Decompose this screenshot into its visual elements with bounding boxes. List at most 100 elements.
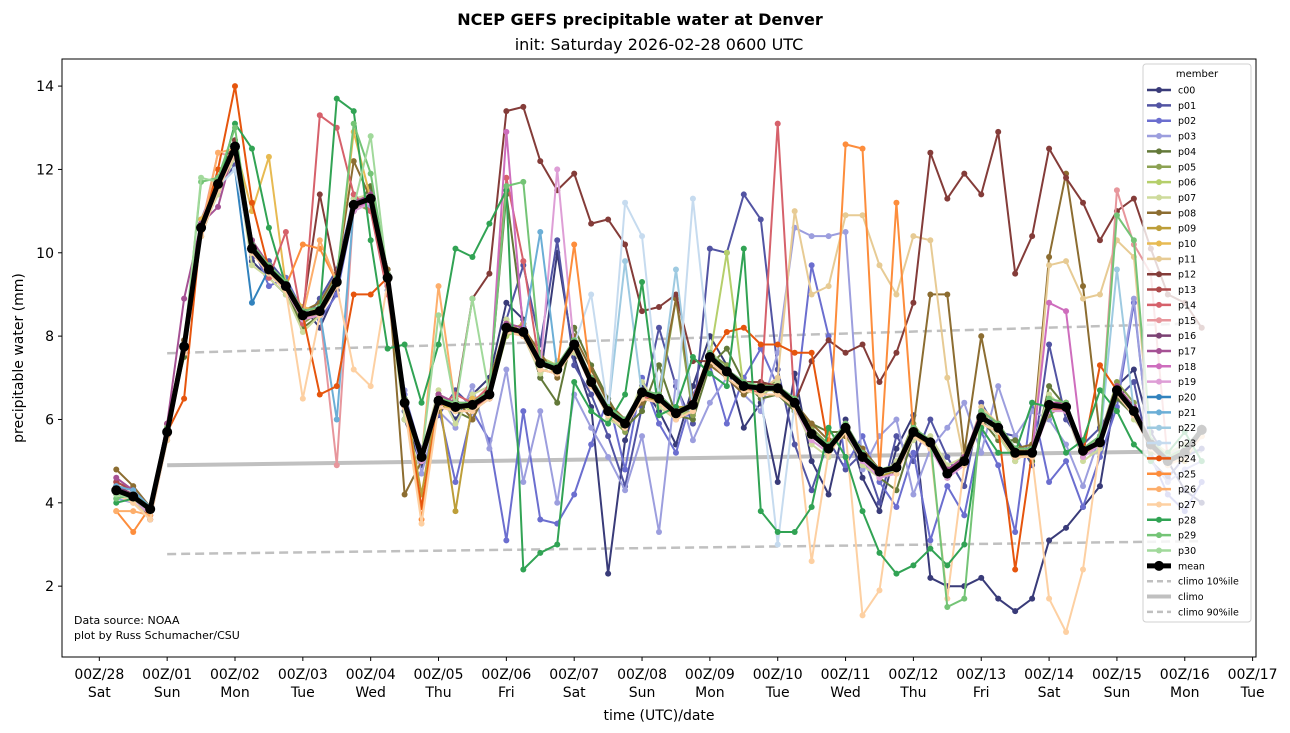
mean-point xyxy=(840,422,851,433)
mean-point xyxy=(857,451,868,462)
mean-point xyxy=(433,395,444,406)
mean-point xyxy=(908,426,919,437)
member-point xyxy=(1113,187,1120,194)
member-point xyxy=(656,412,662,419)
legend-marker xyxy=(1156,363,1162,370)
member-point xyxy=(656,362,662,369)
legend-label: p14 xyxy=(1178,300,1196,311)
mean-point xyxy=(246,243,257,254)
member-point xyxy=(605,570,612,577)
member-point xyxy=(299,241,306,248)
member-point xyxy=(995,128,1002,135)
mean-series xyxy=(111,141,1207,515)
member-point xyxy=(978,449,985,456)
axes-frame xyxy=(61,58,1257,658)
member-point xyxy=(622,241,629,248)
y-tick-label: 10 xyxy=(36,246,54,262)
member-point xyxy=(299,328,306,335)
member-point xyxy=(418,520,425,527)
member-point xyxy=(622,437,629,444)
member-point xyxy=(520,178,527,185)
x-axis: 00Z/28 Sat 00Z/01 Sun 00Z/02 Mon 00Z/03 Tue 00Z/… xyxy=(74,657,1278,701)
member-point xyxy=(350,158,357,165)
mean-point xyxy=(925,437,936,448)
member-point xyxy=(808,458,815,465)
member-point xyxy=(893,433,900,440)
x-tick-day-label: Thu xyxy=(424,685,451,701)
member-point xyxy=(910,562,917,569)
legend-marker xyxy=(1156,347,1162,354)
member-point xyxy=(622,258,629,265)
legend-item-p20: p20 xyxy=(1147,393,1196,404)
member-point xyxy=(842,453,849,460)
legend-label: p16 xyxy=(1178,331,1196,342)
mean-point xyxy=(1078,445,1089,456)
member-point xyxy=(639,433,646,440)
member-point xyxy=(588,424,595,431)
member-point xyxy=(1046,537,1053,544)
member-line xyxy=(116,97,1203,575)
member-point xyxy=(503,537,510,544)
legend-item-p13: p13 xyxy=(1147,285,1196,296)
member-point xyxy=(1130,237,1137,244)
mean-point xyxy=(806,429,817,440)
member-point xyxy=(418,399,425,406)
member-point xyxy=(571,241,578,248)
x-tick-day-label: Sun xyxy=(154,685,181,701)
member-point xyxy=(740,245,747,252)
member-point xyxy=(1096,387,1103,394)
member-point xyxy=(181,395,188,402)
legend-label: p05 xyxy=(1178,162,1196,173)
member-point xyxy=(367,291,374,298)
member-point xyxy=(944,374,951,381)
member-point xyxy=(1113,378,1120,385)
legend-item-p07: p07 xyxy=(1147,193,1196,204)
member-point xyxy=(859,508,866,515)
legend-label: p27 xyxy=(1178,500,1196,511)
legend-marker xyxy=(1156,209,1162,216)
member-point xyxy=(316,391,323,398)
legend-marker xyxy=(1154,560,1164,571)
member-point xyxy=(825,283,832,290)
member-point xyxy=(1012,566,1019,573)
member-point xyxy=(978,333,985,340)
member-point xyxy=(622,199,629,206)
member-point xyxy=(1046,391,1053,398)
member-point xyxy=(808,291,815,298)
mean-point xyxy=(331,276,342,287)
member-point xyxy=(333,383,340,390)
legend-marker xyxy=(1156,163,1162,170)
member-point xyxy=(350,120,357,127)
legend-item-p14: p14 xyxy=(1147,300,1196,311)
member-point xyxy=(842,212,849,219)
member-point xyxy=(774,120,781,127)
chart-subtitle: init: Saturday 2026-02-28 0600 UTC xyxy=(515,35,804,54)
member-point xyxy=(1046,341,1053,348)
member-point xyxy=(113,478,120,485)
member-point xyxy=(961,541,968,548)
mean-point xyxy=(314,306,325,317)
member-point xyxy=(774,374,781,381)
y-tick-label: 4 xyxy=(45,496,54,512)
x-tick-label: 00Z/12 xyxy=(888,667,938,683)
member-point xyxy=(791,441,798,448)
member-point xyxy=(995,462,1002,469)
legend-item-p24: p24 xyxy=(1147,454,1196,465)
legend-label: p30 xyxy=(1178,546,1196,557)
x-tick-label: 00Z/28 xyxy=(74,667,124,683)
mean-point xyxy=(467,399,478,410)
member-point xyxy=(1080,199,1087,206)
legend-item-p05: p05 xyxy=(1147,162,1196,173)
mean-point xyxy=(942,468,953,479)
legend: member c00 p01 p02 p03 p04 p05 p06 p07 p08 p09 p10… xyxy=(1142,63,1252,623)
member-point xyxy=(605,420,612,427)
member-point xyxy=(452,245,459,252)
mean-point xyxy=(365,193,376,204)
member-point xyxy=(1046,383,1053,390)
mean-point xyxy=(654,393,664,404)
legend-marker xyxy=(1156,455,1162,462)
legend-label: p10 xyxy=(1178,239,1196,250)
member-point xyxy=(265,224,272,231)
member-point xyxy=(706,245,713,252)
